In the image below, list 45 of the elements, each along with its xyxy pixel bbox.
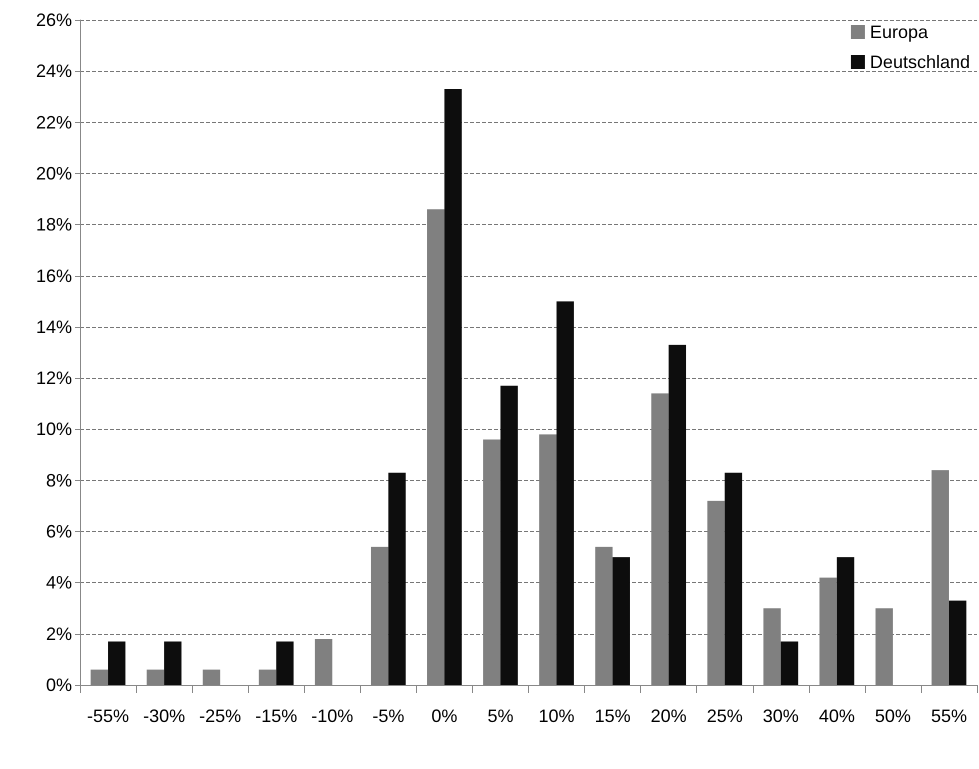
y-tick-label: 26% [36, 10, 72, 30]
x-tick-label: 15% [594, 706, 631, 726]
y-tick-label: 4% [46, 572, 72, 593]
bar [164, 642, 182, 685]
bar [836, 557, 854, 685]
y-tick-label: 18% [36, 214, 72, 235]
x-tick-label: -30% [143, 706, 186, 726]
y-tick-label: 12% [36, 368, 72, 388]
x-tick-label: 50% [874, 706, 911, 726]
x-tick-label: 10% [538, 706, 575, 726]
x-tick-label: 40% [818, 706, 855, 726]
bar [500, 386, 518, 685]
y-tick-label: 16% [36, 266, 72, 286]
legend-label: Deutschland [870, 52, 970, 72]
x-tick-label: 30% [762, 706, 799, 726]
bar [780, 642, 798, 685]
y-tick-label: 20% [36, 163, 72, 184]
x-tick-label: 20% [650, 706, 687, 726]
y-tick-label: 14% [36, 316, 72, 337]
y-tick-label: 6% [46, 522, 72, 542]
x-tick-label: 55% [930, 706, 967, 726]
x-tick-label: 5% [487, 706, 514, 726]
y-tick-label: 22% [36, 112, 72, 132]
bar [444, 89, 462, 685]
bar [108, 642, 126, 685]
bar [724, 472, 742, 685]
y-tick-label: 24% [36, 61, 72, 82]
x-tick-label: -5% [372, 706, 404, 726]
x-tick-label: 0% [431, 706, 458, 726]
x-tick-label: -15% [255, 706, 298, 726]
x-tick-label: -55% [87, 706, 130, 726]
y-tick-label: 8% [46, 470, 72, 490]
y-tick-label: 0% [46, 675, 72, 695]
x-tick-label: -10% [311, 706, 354, 726]
bar [388, 472, 406, 685]
bar [612, 557, 630, 685]
y-tick-label: 10% [36, 419, 72, 440]
x-tick-label: -25% [199, 706, 242, 726]
bar [556, 301, 574, 685]
bar [276, 642, 294, 685]
y-tick-label: 2% [46, 624, 72, 644]
bar [948, 600, 966, 685]
x-tick-label: 25% [706, 706, 743, 726]
bar [668, 344, 686, 685]
legend-label: Europa [870, 22, 929, 42]
